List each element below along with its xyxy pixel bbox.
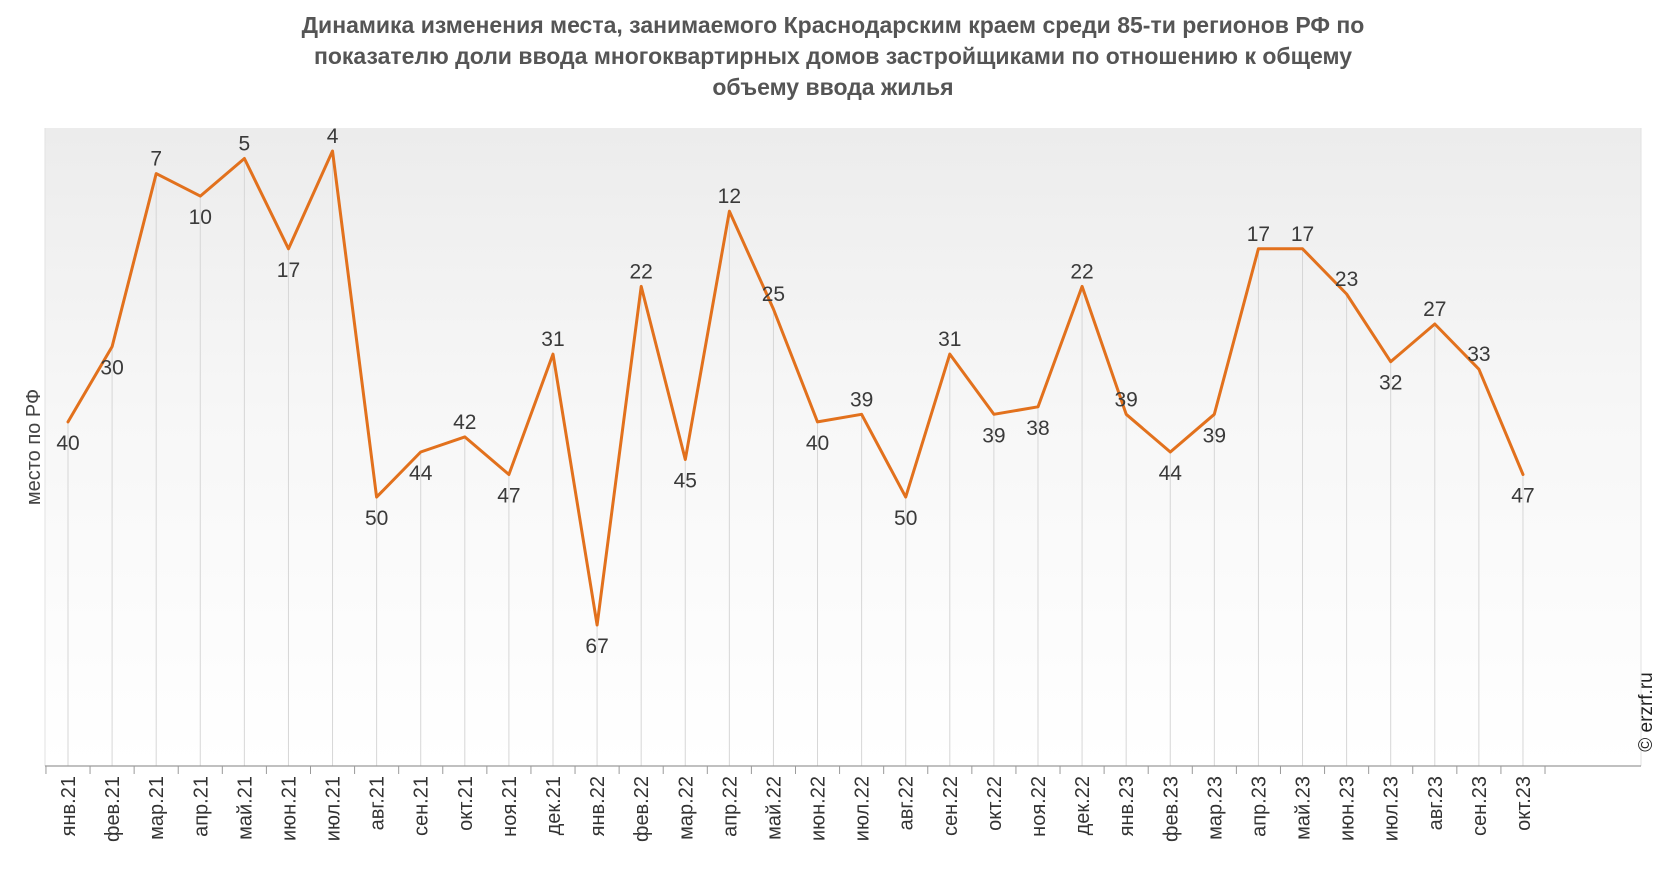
x-tick-label: фев.23 <box>1160 776 1182 842</box>
data-label: 50 <box>365 507 388 530</box>
data-label: 30 <box>100 357 123 380</box>
data-label: 17 <box>277 259 300 282</box>
data-label: 22 <box>629 260 652 283</box>
x-tick-label: дек.22 <box>1072 776 1094 835</box>
x-tick-label: ноя.21 <box>499 776 521 837</box>
x-tick-label: апр.23 <box>1248 776 1270 837</box>
data-label: 7 <box>150 148 162 171</box>
x-tick-label: сен.21 <box>411 776 433 836</box>
series-line <box>66 149 1525 627</box>
x-tick-label: авг.22 <box>896 776 918 830</box>
x-tick-label: июн.22 <box>808 776 830 841</box>
data-label: 47 <box>1511 485 1534 508</box>
x-tick-label: апр.21 <box>190 776 212 837</box>
data-label: 39 <box>1114 388 1137 411</box>
data-label: 17 <box>1247 223 1270 246</box>
data-label: 42 <box>453 411 476 434</box>
data-label: 12 <box>718 185 741 208</box>
data-label: 22 <box>1070 260 1093 283</box>
x-tick-label: дек.21 <box>543 776 565 835</box>
x-tick-label: июл.22 <box>852 776 874 841</box>
x-tick-label: мар.22 <box>675 776 697 840</box>
data-label: 47 <box>497 485 520 508</box>
x-tick-label: авг.23 <box>1425 776 1447 830</box>
x-tick-label: ноя.22 <box>1028 776 1050 837</box>
x-tick-label: янв.22 <box>587 776 609 836</box>
data-label: 44 <box>1159 462 1183 485</box>
chart-title-line-1: Динамика изменения места, занимаемого Кр… <box>301 12 1365 38</box>
x-tick-label: мар.21 <box>146 776 168 840</box>
data-label: 5 <box>239 133 251 156</box>
x-tick-label: июл.23 <box>1381 776 1403 841</box>
x-tick-label: янв.23 <box>1116 776 1138 836</box>
x-tick-label: сен.23 <box>1469 776 1491 836</box>
source-credit: © erzrf.ru <box>1636 672 1657 751</box>
data-label: 32 <box>1379 372 1402 395</box>
y-axis-label: место по РФ <box>23 389 45 505</box>
data-label: 40 <box>806 432 829 455</box>
x-tick-label: фев.21 <box>102 776 124 842</box>
data-label: 31 <box>938 328 961 351</box>
chart-title-line-3: объему ввода жилья <box>712 74 954 100</box>
data-label: 33 <box>1467 343 1490 366</box>
x-tick-label: окт.22 <box>984 776 1006 831</box>
data-label: 39 <box>850 388 873 411</box>
x-tick-label: фев.22 <box>631 776 653 842</box>
plot-area <box>45 128 1641 766</box>
x-tick-label: май.22 <box>763 776 785 840</box>
data-label: 31 <box>541 328 564 351</box>
data-label: 27 <box>1423 298 1446 321</box>
x-tick-label: авг.21 <box>367 776 389 830</box>
data-label: 44 <box>409 462 433 485</box>
data-label: 39 <box>982 424 1005 447</box>
x-tick-label: мар.23 <box>1204 776 1226 840</box>
x-tick-label: сен.22 <box>940 776 962 836</box>
data-label: 50 <box>894 507 917 530</box>
x-tick-label: май.23 <box>1293 776 1315 840</box>
x-tick-label: окт.23 <box>1513 776 1535 831</box>
data-label: 45 <box>674 469 697 492</box>
data-label: 40 <box>56 432 79 455</box>
data-label: 4 <box>327 125 339 148</box>
x-tick-label: июн.21 <box>278 776 300 841</box>
x-tick-label: окт.21 <box>455 776 477 831</box>
data-label: 23 <box>1335 268 1358 291</box>
x-tick-label: апр.22 <box>719 776 741 837</box>
chart-title-line-2: показателю доли ввода многоквартирных до… <box>313 43 1353 69</box>
data-label: 38 <box>1026 417 1049 440</box>
data-label: 25 <box>762 283 785 306</box>
chart-title: Динамика изменения места, занимаемого Кр… <box>0 10 1666 103</box>
data-label: 10 <box>189 206 212 229</box>
data-label: 17 <box>1291 223 1314 246</box>
x-tick-label: янв.21 <box>58 776 80 836</box>
x-tick-label: июл.21 <box>323 776 345 841</box>
data-label: 67 <box>585 635 608 658</box>
x-tick-label: июн.23 <box>1337 776 1359 841</box>
data-label: 39 <box>1203 424 1226 447</box>
x-tick-label: май.21 <box>234 776 256 840</box>
